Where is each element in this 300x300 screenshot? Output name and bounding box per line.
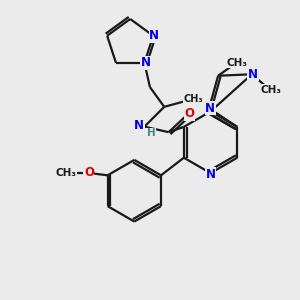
Text: CH₃: CH₃ <box>183 94 203 104</box>
Text: O: O <box>84 166 94 178</box>
Text: CH₃: CH₃ <box>260 85 281 95</box>
Text: CH₃: CH₃ <box>55 168 76 178</box>
Text: N: N <box>205 102 215 115</box>
Text: O: O <box>184 107 195 120</box>
Text: N: N <box>248 68 258 81</box>
Text: N: N <box>140 56 151 69</box>
Text: N: N <box>149 29 159 42</box>
Text: N: N <box>206 168 215 181</box>
Text: CH₃: CH₃ <box>226 58 248 68</box>
Text: H: H <box>147 128 155 138</box>
Text: N: N <box>134 119 144 132</box>
